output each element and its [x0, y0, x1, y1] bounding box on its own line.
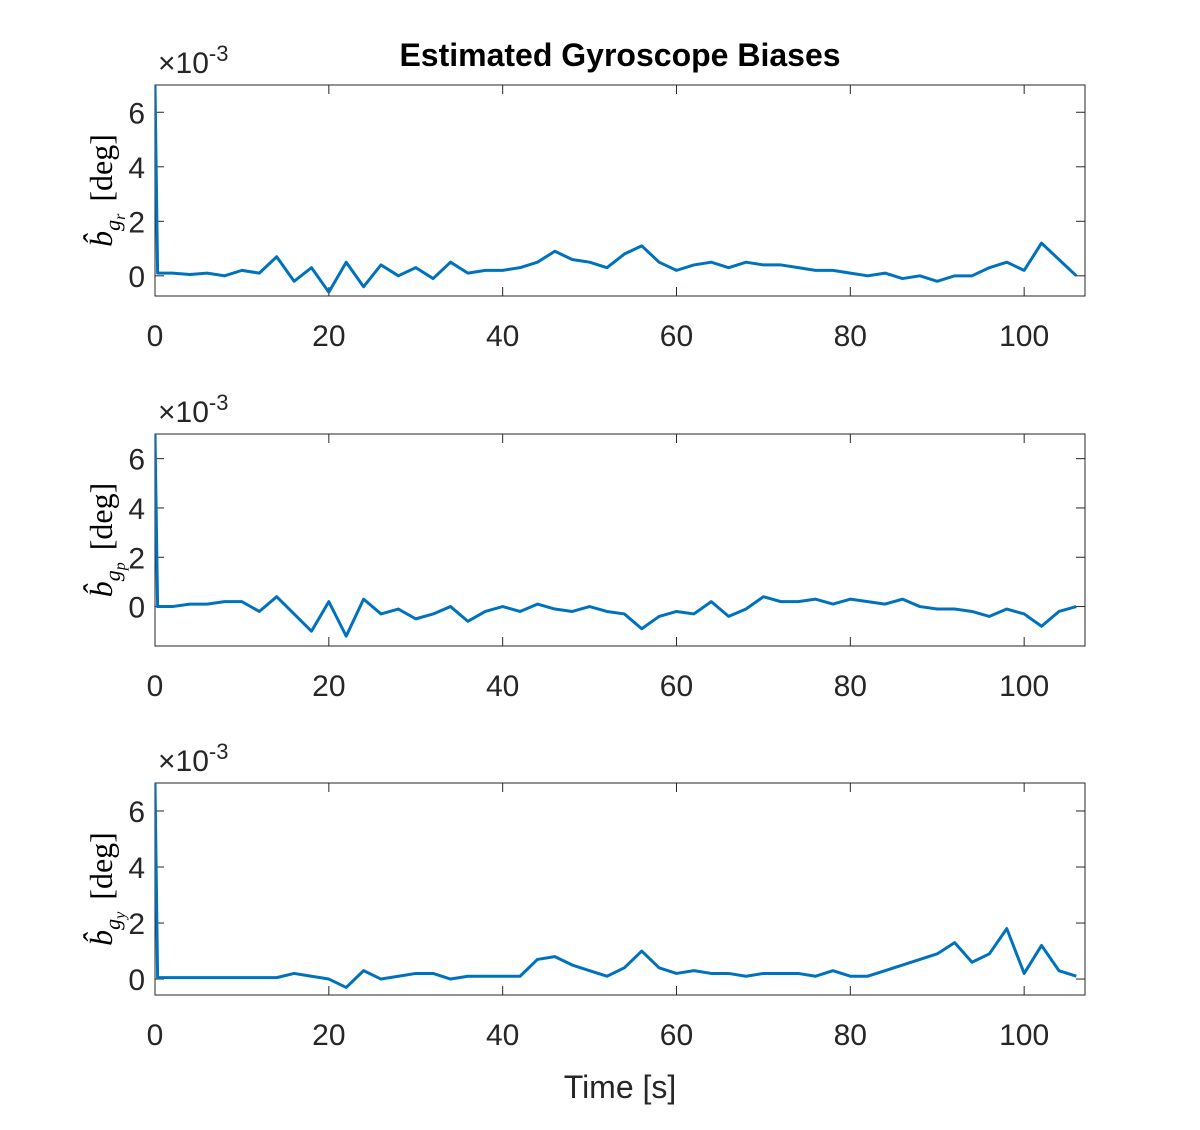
x-tick-label: 40: [486, 670, 519, 703]
x-tick-label: 0: [147, 1019, 164, 1052]
ylabel-subsub: p: [112, 562, 129, 571]
y-axis-label: b̂gp [deg]: [83, 483, 129, 598]
ylabel-sub: g: [100, 919, 125, 930]
ylabel-sub: g: [100, 570, 125, 581]
y-tick-label: 6: [128, 444, 145, 477]
exponent-power: -3: [209, 739, 229, 764]
y-tick-label: 6: [128, 796, 145, 829]
data-line: [155, 85, 1078, 294]
y-tick-label: 2: [128, 542, 145, 575]
ylabel-unit: [deg]: [83, 134, 119, 202]
y-tick-label: 2: [128, 206, 145, 239]
x-tick-label: 0: [147, 670, 164, 703]
x-tick-label: 20: [312, 1019, 345, 1052]
ylabel-sub: g: [100, 220, 125, 231]
exponent-multiplier: ×10: [158, 47, 209, 80]
exponent-multiplier: ×10: [158, 396, 209, 429]
x-tick-label: 60: [660, 670, 693, 703]
ylabel-unit: [deg]: [83, 832, 119, 900]
x-tick-label: 60: [660, 320, 693, 353]
x-tick-label: 20: [312, 670, 345, 703]
y-tick-label: 2: [128, 908, 145, 941]
x-tick-label: 100: [999, 670, 1049, 703]
chart-title: Estimated Gyroscope Biases: [399, 37, 840, 73]
x-tick-label: 100: [999, 320, 1049, 353]
ylabel-subsub: r: [112, 213, 129, 220]
data-line: [155, 783, 1077, 989]
exponent-power: -3: [209, 390, 229, 415]
x-tick-label: 80: [834, 1019, 867, 1052]
exponent-label: ×10-3: [158, 41, 228, 80]
y-axis-label: b̂gy [deg]: [83, 832, 129, 946]
exponent-multiplier: ×10: [158, 745, 209, 778]
x-tick-label: 0: [147, 320, 164, 353]
exponent-power: -3: [209, 41, 229, 66]
x-tick-label: 60: [660, 1019, 693, 1052]
x-tick-label: 80: [834, 670, 867, 703]
axes-box: [154, 433, 1086, 647]
data-line: [155, 434, 1077, 638]
ylabel-symbol: b̂: [83, 581, 119, 597]
y-tick-label: 4: [128, 152, 145, 185]
exponent-label: ×10-3: [158, 390, 228, 429]
exponent-label: ×10-3: [158, 739, 228, 778]
y-axis-label: b̂gr [deg]: [83, 134, 129, 247]
x-tick-label: 80: [834, 320, 867, 353]
ylabel-unit: [deg]: [83, 483, 119, 551]
ylabel-symbol: b̂: [83, 930, 119, 946]
y-tick-label: 4: [128, 852, 145, 885]
axes-box: [154, 84, 1086, 297]
x-tick-label: 40: [486, 320, 519, 353]
y-tick-label: 0: [128, 592, 145, 625]
y-tick-label: 0: [128, 964, 145, 997]
y-tick-label: 4: [128, 493, 145, 526]
y-tick-label: 6: [128, 97, 145, 130]
x-tick-label: 100: [999, 1019, 1049, 1052]
x-tick-label: 20: [312, 320, 345, 353]
y-tick-label: 0: [128, 261, 145, 294]
ylabel-symbol: b̂: [83, 231, 119, 247]
x-tick-label: 40: [486, 1019, 519, 1052]
ylabel-subsub: y: [112, 911, 129, 921]
axes-box: [154, 782, 1086, 996]
x-axis-label: Time [s]: [564, 1069, 677, 1105]
